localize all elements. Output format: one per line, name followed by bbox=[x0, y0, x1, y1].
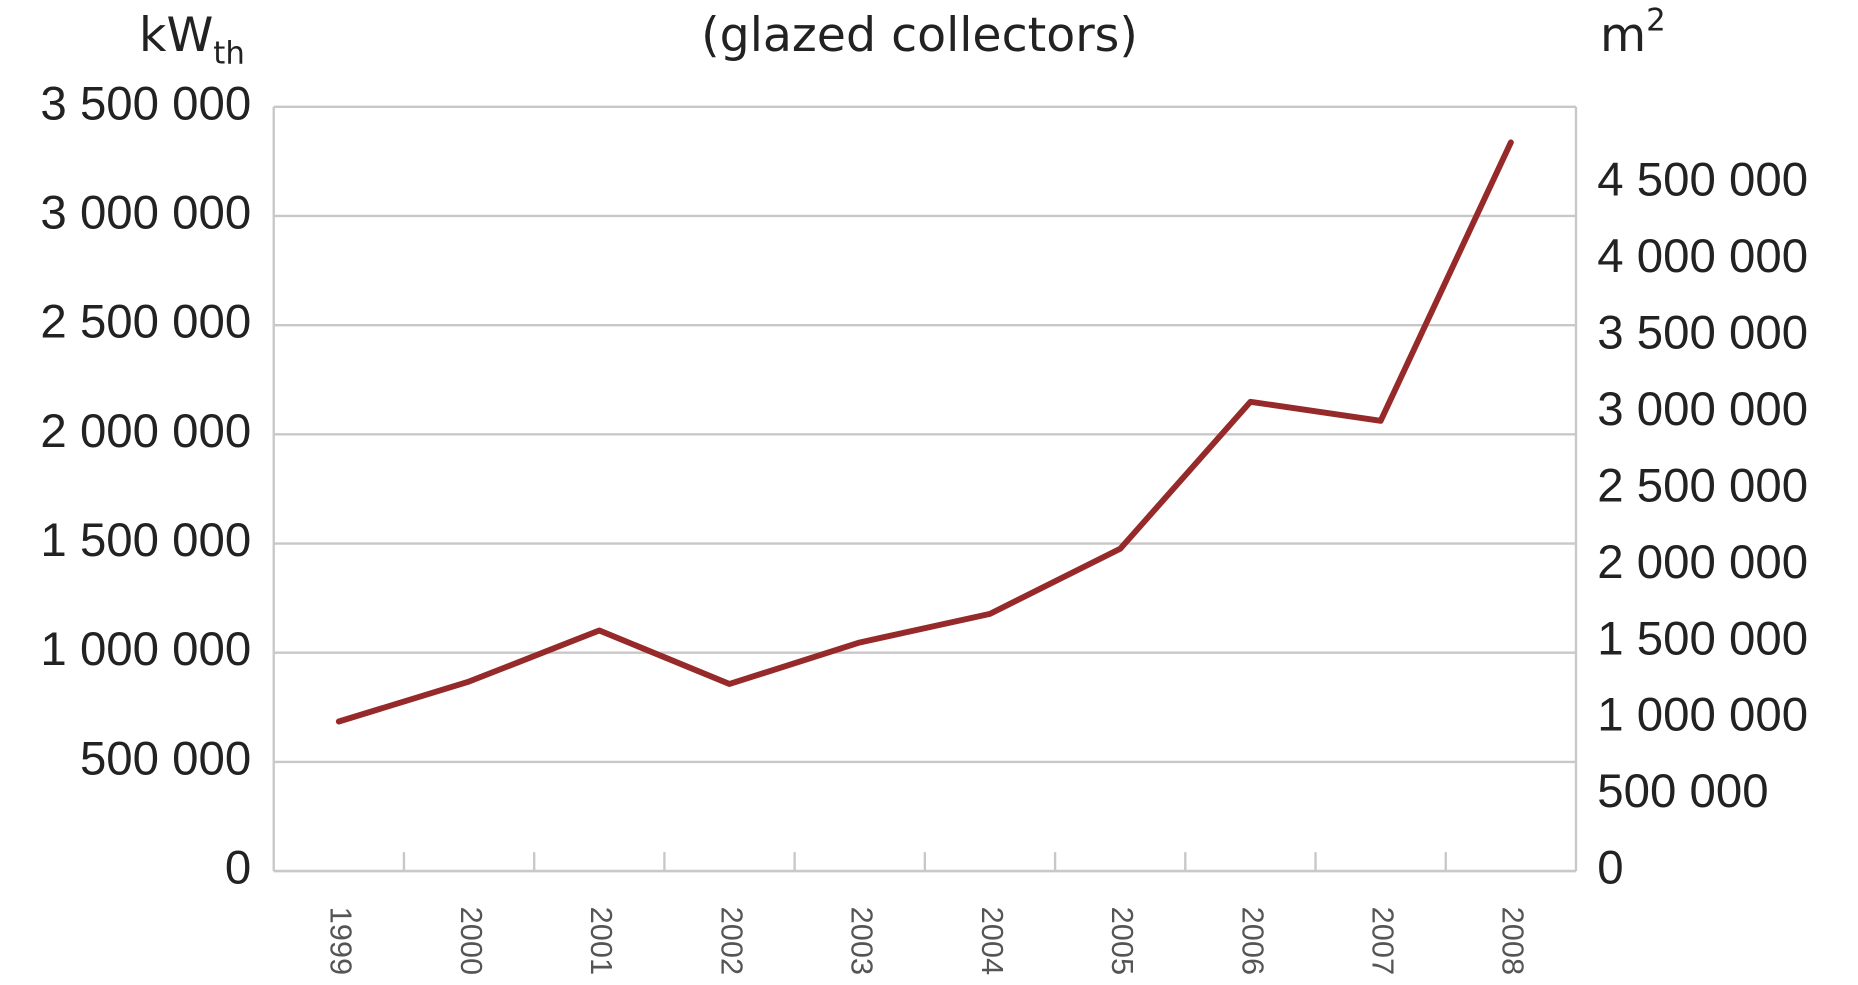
x-tick-label: 2005 bbox=[1105, 907, 1140, 976]
x-tick-label: 2000 bbox=[454, 907, 489, 976]
y2-tick-label: 2 500 000 bbox=[1597, 459, 1808, 512]
y-axis-label-main: kW bbox=[139, 8, 213, 63]
y2-axis-label-sup: 2 bbox=[1646, 2, 1666, 38]
y-tick-label: 500 000 bbox=[80, 732, 251, 785]
y2-tick-label: 500 000 bbox=[1597, 765, 1768, 818]
x-tick-label: 2007 bbox=[1366, 907, 1401, 976]
y2-tick-label: 4 000 000 bbox=[1597, 230, 1808, 283]
y-tick-label: 0 bbox=[225, 842, 251, 895]
y2-tick-label: 1 500 000 bbox=[1597, 612, 1808, 665]
y-tick-label: 3 000 000 bbox=[40, 186, 251, 239]
y2-tick-label: 4 500 000 bbox=[1597, 154, 1808, 207]
y-axis-label-sub: th bbox=[213, 35, 245, 71]
x-tick-label: 2001 bbox=[584, 907, 619, 976]
chart-title: (glazed collectors) bbox=[701, 8, 1138, 63]
y2-tick-label: 3 000 000 bbox=[1597, 383, 1808, 436]
y-axis-label: kWth bbox=[139, 8, 245, 71]
x-tick-label: 2006 bbox=[1235, 907, 1270, 976]
y-tick-label: 2 000 000 bbox=[40, 405, 251, 458]
y2-tick-label: 2 000 000 bbox=[1597, 536, 1808, 589]
y-tick-label: 1 000 000 bbox=[40, 623, 251, 676]
y2-axis-label: m2 bbox=[1600, 2, 1666, 63]
y2-tick-label: 3 500 000 bbox=[1597, 307, 1808, 360]
y2-axis-label-main: m bbox=[1600, 8, 1646, 63]
x-tick-label: 2008 bbox=[1496, 907, 1531, 976]
y2-tick-label: 0 bbox=[1597, 842, 1623, 895]
y-tick-label: 2 500 000 bbox=[40, 296, 251, 349]
y-tick-label: 1 500 000 bbox=[40, 514, 251, 567]
line-series bbox=[335, 139, 1514, 725]
x-tick-label: 1999 bbox=[324, 907, 359, 976]
x-tick-label: 2003 bbox=[845, 907, 880, 976]
y-tick-label: 3 500 000 bbox=[40, 77, 251, 130]
x-tick-label: 2004 bbox=[975, 907, 1010, 976]
y2-tick-label: 1 000 000 bbox=[1597, 689, 1808, 742]
x-tick-label: 2002 bbox=[714, 907, 749, 976]
